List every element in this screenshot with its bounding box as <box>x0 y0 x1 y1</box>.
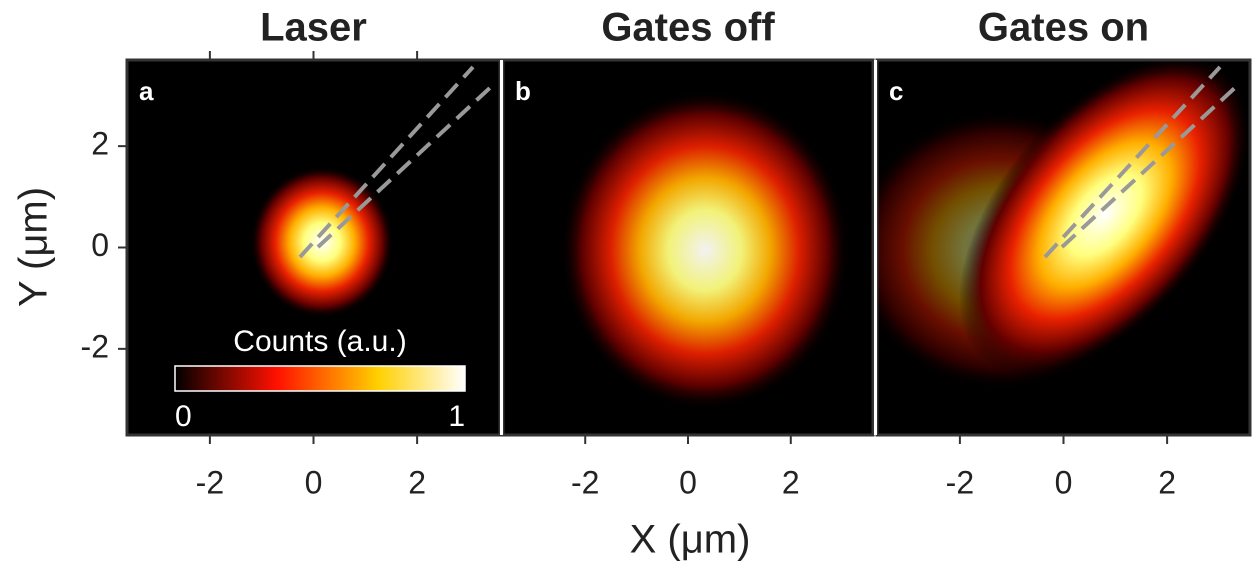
heatmap-b <box>560 90 850 410</box>
x-tick-label: 2 <box>782 464 800 500</box>
panel-title: Laser <box>260 6 367 50</box>
panel-title: Gates on <box>978 6 1149 50</box>
channel-outline <box>298 65 1240 259</box>
y-tick-label: 2 <box>91 126 109 162</box>
y-axis-label: Y (μm) <box>12 187 56 307</box>
heatmap-c <box>877 60 1250 390</box>
dashed-line <box>1043 65 1240 259</box>
colorbar-label: Counts (a.u.) <box>233 325 406 358</box>
colorbar <box>174 365 466 392</box>
panels <box>125 58 1252 437</box>
x-tick-label: -2 <box>196 464 224 500</box>
x-tick-label: 0 <box>1055 464 1073 500</box>
panel-label: b <box>515 76 531 106</box>
x-tick-label: 2 <box>408 464 426 500</box>
panel-title: Gates off <box>601 6 775 50</box>
x-tick-label: -2 <box>946 464 974 500</box>
y-tick-label: 0 <box>91 227 109 263</box>
x-axis-label: X (μm) <box>630 518 751 562</box>
x-tick-label: 0 <box>305 464 323 500</box>
x-tick-label: 0 <box>679 464 697 500</box>
divider <box>874 60 877 435</box>
dashed-line <box>298 65 495 259</box>
x-tick-label: -2 <box>571 464 599 500</box>
spot <box>958 60 1250 376</box>
panel-label: c <box>889 76 903 106</box>
panel-label: a <box>139 76 154 106</box>
spot <box>560 90 850 410</box>
x-tick-label: 2 <box>1158 464 1176 500</box>
colorbar-tick-label: 0 <box>175 400 192 433</box>
colorbar-tick-label: 1 <box>448 400 465 433</box>
y-tick-label: -2 <box>81 328 109 364</box>
divider <box>500 60 503 435</box>
